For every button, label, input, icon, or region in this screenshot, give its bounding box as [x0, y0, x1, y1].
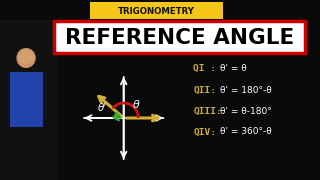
FancyBboxPatch shape [90, 2, 223, 19]
Text: θ' = θ: θ' = θ [220, 64, 247, 73]
Ellipse shape [18, 50, 34, 64]
Text: REFERENCE ANGLE: REFERENCE ANGLE [65, 28, 294, 48]
Text: QI :: QI : [193, 64, 216, 73]
Text: TRIGONOMETRY: TRIGONOMETRY [118, 6, 195, 15]
Bar [10, 72, 43, 127]
Text: QIII:: QIII: [193, 107, 222, 116]
Text: θ': θ' [98, 103, 107, 113]
Text: θ: θ [133, 100, 140, 110]
Ellipse shape [16, 48, 36, 68]
Text: θ' = θ-180°: θ' = θ-180° [220, 107, 272, 116]
Text: QIV:: QIV: [193, 127, 216, 136]
Text: θ' = 360°-θ: θ' = 360°-θ [220, 127, 272, 136]
Bar [0, 20, 58, 180]
FancyBboxPatch shape [54, 21, 305, 53]
Text: QII:: QII: [193, 86, 216, 94]
Text: θ' = 180°-θ: θ' = 180°-θ [220, 86, 272, 94]
